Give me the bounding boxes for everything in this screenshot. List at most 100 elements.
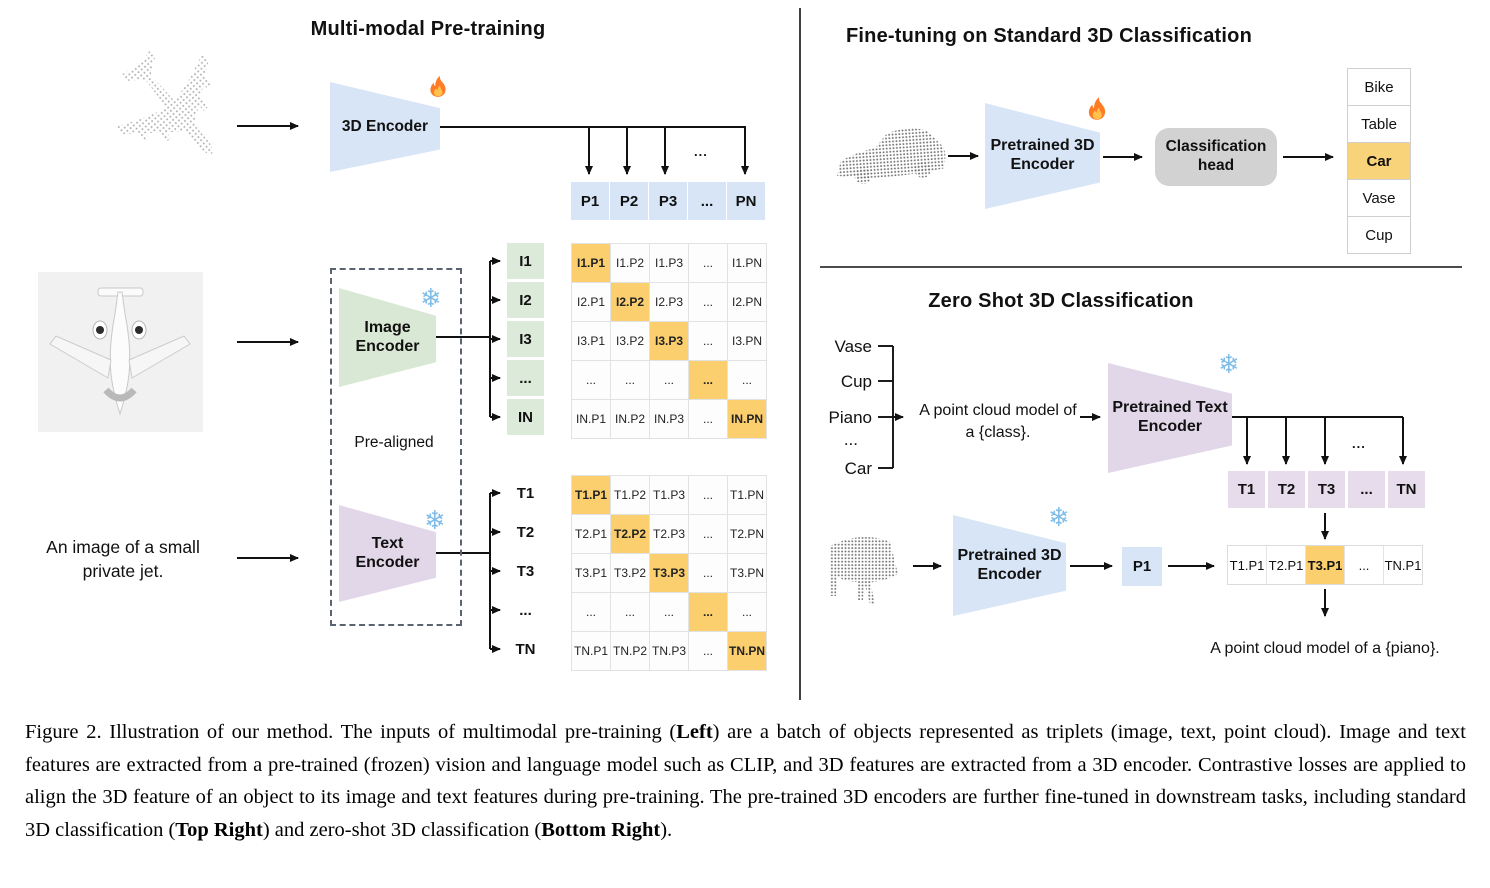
text-feature-cell: TN	[515, 640, 536, 658]
matrix-cell: ...	[689, 400, 727, 438]
text-feature-cell: ...	[519, 601, 532, 619]
class-option-cell: Car	[1348, 143, 1410, 179]
class-option-cell: Table	[1348, 106, 1410, 142]
matrix-cell: I1.PN	[728, 244, 766, 282]
matrix-cell: T2.PN	[728, 515, 766, 553]
image-feature-cell: I1	[507, 243, 544, 279]
matrix-cell: I3.P1	[572, 322, 610, 360]
p1-feature-cell: P1	[1122, 547, 1162, 586]
text-feature-cell: TN	[1388, 471, 1425, 508]
text-feature-cell: T3	[516, 562, 535, 580]
matrix-cell: ...	[689, 554, 727, 592]
pre-aligned-label: Pre-aligned	[354, 434, 434, 451]
p-feature-row: P1 P2 P3... PN	[571, 182, 765, 220]
caption-bold-text: Left	[676, 721, 713, 743]
pretrained-text-encoder-label: Pretrained Text Encoder	[1112, 399, 1228, 435]
image-feature-cell: IN	[507, 399, 544, 435]
matrix-cell: ...	[689, 632, 727, 670]
class-option-cell: Cup	[1348, 217, 1410, 253]
pretrained-3d-encoder-box-zeroshot: Pretrained 3D Encoder	[953, 515, 1066, 616]
text-feature-cell: T1	[516, 484, 535, 502]
image-feature-labels: I1 I2 I3... IN	[507, 243, 544, 435]
text-encoder-box: Text Encoder	[339, 505, 436, 602]
matrix-cell: ...	[572, 593, 610, 631]
text-feature-cell: T2	[516, 523, 535, 541]
matrix-cell: ...	[689, 515, 727, 553]
matrix-cell: TN.P3	[650, 632, 688, 670]
class-label-car: Car	[844, 459, 872, 478]
matrix-cell: ...	[728, 593, 766, 631]
text-feature-cell: T1	[1228, 471, 1265, 508]
connector-arrows: ✈	[38, 0, 1462, 700]
class-label-piano: Piano	[828, 408, 872, 427]
matrix-cell: ...	[728, 361, 766, 399]
similarity-cell: TN.P1	[1384, 546, 1422, 584]
matrix-cell: I1.P1	[572, 244, 610, 282]
similarity-cell: T2.P1	[1267, 546, 1305, 584]
matrix-cell: T2.P3	[650, 515, 688, 553]
input-text-line1: An image of a small	[46, 537, 200, 557]
matrix-cell: T1.P3	[650, 476, 688, 514]
text-feature-cell: T2	[1268, 471, 1305, 508]
matrix-cell: T1.P2	[611, 476, 649, 514]
left-panel-title: Multi-modal Pre-training	[310, 18, 546, 40]
matrix-cell: IN.P1	[572, 400, 610, 438]
jet-photo-image	[38, 272, 203, 432]
matrix-cell: I2.P3	[650, 283, 688, 321]
text-feature-strip: T1 T2 T3... TN	[1228, 471, 1425, 508]
image-feature-cell: ...	[507, 360, 544, 396]
caption-bold-text: Bottom Right	[541, 818, 661, 841]
p-feature-cell: P2	[610, 182, 648, 220]
text-encoder-label: Text Encoder	[355, 534, 420, 571]
matrix-cell: I3.P3	[650, 322, 688, 360]
matrix-cell: TN.P2	[611, 632, 649, 670]
input-text-line2: private jet.	[82, 560, 164, 581]
matrix-cell: ...	[611, 361, 649, 399]
matrix-cell: T3.P3	[650, 554, 688, 592]
snowflake-icon: ❄	[1048, 503, 1070, 533]
piano-point-cloud-image	[830, 536, 898, 604]
matrix-cell: ...	[689, 283, 727, 321]
prompt-line2: a {class}.	[965, 423, 1031, 441]
snowflake-icon: ❄	[420, 284, 442, 314]
snowflake-icon: ❄	[1218, 350, 1240, 380]
matrix-cell: TN.PN	[728, 632, 766, 670]
matrix-cell: I1.P3	[650, 244, 688, 282]
matrix-cell: ...	[650, 593, 688, 631]
pretrained-3d-encoder-label: Pretrained 3D Encoder	[957, 546, 1062, 583]
pretrained-3d-encoder-box: Pretrained 3D Encoder	[985, 103, 1100, 209]
prompt-line1: A point cloud model of	[919, 402, 1077, 419]
figure-caption: Figure 2. Illustration of our method. Th…	[25, 716, 1466, 846]
classification-head-box: Classification head	[1155, 128, 1277, 186]
matrix-cell: T2.P1	[572, 515, 610, 553]
matrix-cell: ...	[689, 476, 727, 514]
pre-aligned-dashed-box	[330, 268, 462, 626]
image-encoder-label: Image Encoder	[355, 318, 420, 355]
matrix-cell: T2.P2	[611, 515, 649, 553]
similarity-row: T1.P1 T2.P1 T3.P1... TN.P1	[1227, 545, 1423, 585]
image-feature-cell: I2	[507, 282, 544, 318]
matrix-cell: T1.P1	[572, 476, 610, 514]
input-text: An image of a small private jet.	[25, 536, 221, 583]
matrix-cell: I1.P2	[611, 244, 649, 282]
pretrained-3d-encoder-label: Pretrained 3D Encoder	[990, 137, 1095, 173]
image-feature-cell: I3	[507, 321, 544, 357]
text-point-similarity-matrix: T1.P1 T1.P2 T1.P3... T1.PN T2.P1 T2.P2 T2.P3..…	[571, 475, 767, 671]
text-feature-cell: ...	[1348, 471, 1385, 508]
matrix-cell: T1.PN	[728, 476, 766, 514]
matrix-cell: I2.P1	[572, 283, 610, 321]
classification-output-list: Bike Table Car Vase Cup	[1347, 68, 1411, 254]
matrix-cell: ...	[689, 244, 727, 282]
text-feature-labels: T1 T2 T3... TN	[507, 475, 544, 667]
bottom-right-panel-title: Zero Shot 3D Classification	[928, 290, 1194, 312]
caption-text: ) and zero-shot 3D classification (	[262, 818, 542, 841]
caption-bold-text: Top Right	[175, 818, 263, 841]
matrix-cell: I3.PN	[728, 322, 766, 360]
3d-encoder-label: 3D Encoder	[341, 117, 429, 135]
matrix-cell: IN.PN	[728, 400, 766, 438]
class-label-vase: Vase	[834, 337, 873, 356]
p-feature-cell: ...	[688, 182, 726, 220]
p-feature-cell: PN	[727, 182, 765, 220]
zero-shot-result-text: A point cloud model of a {piano}.	[1210, 640, 1440, 657]
